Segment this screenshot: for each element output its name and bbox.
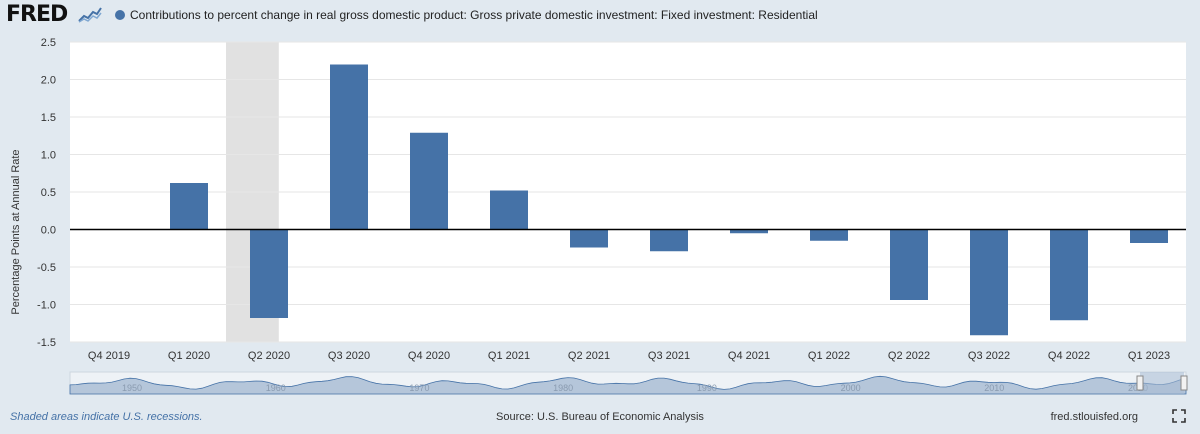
bar[interactable] [250,229,288,319]
navigator-year-label: 1950 [122,383,142,393]
y-tick-label: -1.5 [37,337,56,349]
x-tick-label: Q2 2020 [248,350,290,362]
y-axis-label: Percentage Points at Annual Rate [10,149,22,314]
x-tick-label: Q4 2021 [728,350,770,362]
navigator-year-label: 2000 [841,383,861,393]
x-tick-label: Q1 2021 [488,350,530,362]
navigator-left-handle[interactable] [1136,375,1144,391]
y-tick-label: 2.0 [41,75,56,87]
x-tick-label: Q1 2023 [1128,350,1170,362]
bar[interactable] [1130,229,1168,244]
navigator-year-label: 1960 [266,383,286,393]
chart-header: FRED Contributions to percent change in … [0,0,1200,32]
bar[interactable] [330,64,368,230]
x-tick-label: Q3 2022 [968,350,1010,362]
bar[interactable] [410,132,448,230]
fred-logo[interactable]: FRED [6,2,68,27]
fullscreen-icon[interactable] [1172,409,1186,423]
x-tick-label: Q1 2022 [808,350,850,362]
x-tick-label: Q4 2022 [1048,350,1090,362]
navigator-year-label: 2010 [984,383,1004,393]
recession-note: Shaded areas indicate U.S. recessions. [10,411,203,423]
navigator-year-label: 1990 [697,383,717,393]
bar-series[interactable] [170,64,1168,336]
x-axis-ticks: Q4 2019 Q1 2020 Q2 2020 Q3 2020 Q4 2020 Q1 20… [88,350,1170,362]
bar[interactable] [970,229,1008,336]
x-tick-label: Q2 2022 [888,350,930,362]
legend-series-label[interactable]: Contributions to percent change in real … [130,8,818,22]
y-tick-label: 2.5 [41,37,56,49]
y-tick-label: 1.5 [41,112,56,124]
site-link[interactable]: fred.stlouisfed.org [1050,411,1138,423]
navigator-selected-range[interactable] [1140,372,1184,394]
y-tick-label: 0.5 [41,187,56,199]
x-tick-label: Q4 2020 [408,350,450,362]
bar[interactable] [570,229,608,248]
bar[interactable] [170,183,208,230]
navigator-right-handle[interactable] [1180,375,1188,391]
source-note: Source: U.S. Bureau of Economic Analysis [496,411,704,423]
y-tick-label: 0.0 [41,225,56,237]
bar[interactable] [730,229,768,234]
bar[interactable] [810,229,848,241]
y-tick-label: 1.0 [41,150,56,162]
x-tick-label: Q2 2021 [568,350,610,362]
x-tick-label: Q4 2019 [88,350,130,362]
bar[interactable] [650,229,688,252]
legend-series-marker[interactable] [115,10,125,20]
y-tick-label: -1.0 [37,300,56,312]
bar[interactable] [890,229,928,301]
navigator[interactable]: 19501960197019801990200020102020 [69,371,1188,395]
fred-logo-graph-icon [78,7,102,23]
bar[interactable] [490,190,528,230]
x-tick-label: Q3 2020 [328,350,370,362]
x-tick-label: Q1 2020 [168,350,210,362]
x-tick-label: Q3 2021 [648,350,690,362]
navigator-year-label: 1970 [409,383,429,393]
bar[interactable] [1050,229,1088,321]
navigator-year-label: 1980 [553,383,573,393]
y-tick-label: -0.5 [37,262,56,274]
y-axis-ticks: 2.5 2.0 1.5 1.0 0.5 0.0 -0.5 -1.0 -1.5 [37,37,56,349]
navigator-series-area [69,375,1187,395]
